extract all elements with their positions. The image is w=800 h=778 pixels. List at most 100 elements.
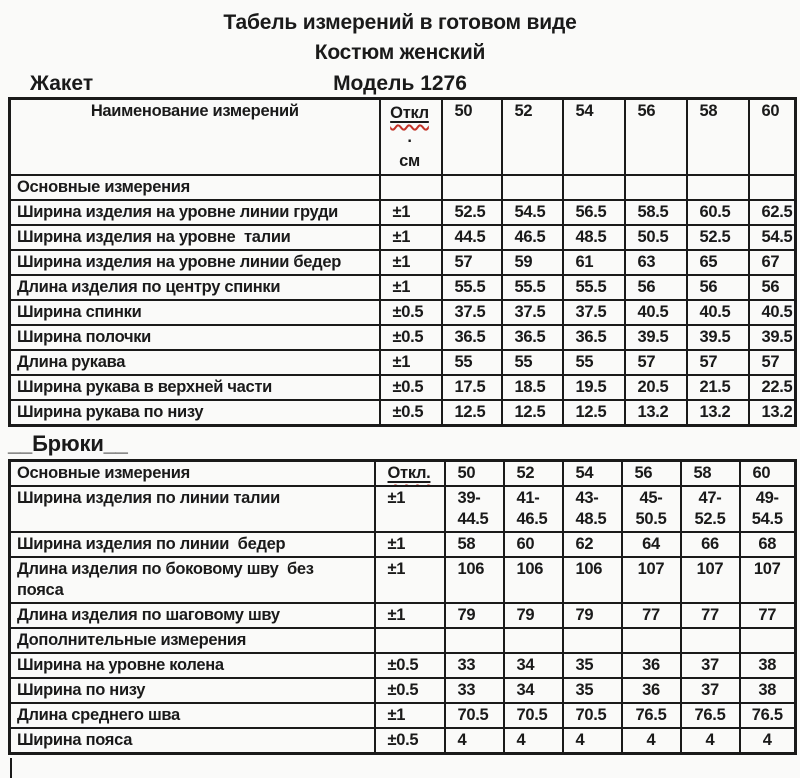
document-header: Табель измерений в готовом виде Костюм ж…: [0, 0, 800, 97]
value-cell: 12.5: [500, 399, 564, 427]
value-cell: 39- 44.5: [443, 485, 505, 533]
size-header-cell: 54: [561, 459, 623, 487]
row-label-cell: Ширина пояса: [8, 727, 376, 755]
value-cell: [500, 174, 564, 201]
size-header-cell: 58: [685, 97, 750, 176]
value-cell: [679, 627, 741, 654]
value-cell: 55.5: [500, 274, 564, 301]
value-cell: 60: [502, 531, 564, 558]
row-label-cell: Ширина изделия на уровне линии бедер: [8, 249, 381, 276]
value-cell: 57: [623, 349, 688, 376]
value-cell: 45- 50.5: [620, 485, 682, 533]
deviation-cell: ±0.5: [378, 399, 443, 427]
value-cell: 79: [561, 602, 623, 629]
value-cell: 44.5: [440, 224, 503, 251]
value-cell: 70.5: [561, 702, 623, 729]
spellcheck-squiggle: Откл: [390, 104, 429, 122]
size-header-cell: 56: [620, 459, 682, 487]
value-cell: 13.2: [685, 399, 750, 427]
row-label-cell: Ширина изделия по линии бедер: [8, 531, 376, 558]
value-cell: 77: [738, 602, 797, 629]
row-label-cell: Длина изделия по центру спинки: [8, 274, 381, 301]
value-cell: [738, 627, 797, 654]
row-label-cell: Основные измерения: [8, 174, 381, 201]
table-row: Ширина полочки ±0.5 36.5 36.5 36.5 39.5 39.5 39…: [8, 324, 797, 351]
value-cell: 56: [747, 274, 797, 301]
deviation-header: Откл.: [373, 459, 446, 487]
text-cursor[interactable]: [10, 758, 12, 778]
row-label-cell: Ширина изделия на уровне линии груди: [8, 199, 381, 226]
table-row: Ширина пояса ±0.5 4 4 4 4 4 4: [8, 727, 797, 755]
value-cell: 106: [443, 556, 505, 604]
value-cell: [440, 174, 503, 201]
row-label-cell: Ширина спинки: [8, 299, 381, 326]
row-label-cell: Ширина полочки: [8, 324, 381, 351]
value-cell: 107: [738, 556, 797, 604]
value-cell: 107: [620, 556, 682, 604]
value-cell: 4: [620, 727, 682, 755]
value-cell: 37.5: [500, 299, 564, 326]
value-cell: 37.5: [561, 299, 626, 326]
value-cell: 36: [620, 652, 682, 679]
value-cell: 4: [502, 727, 564, 755]
value-cell: 58: [443, 531, 505, 558]
trousers-table-body: Ширина изделия по линии талии ±1 39- 44.5 4…: [8, 485, 797, 755]
value-cell: 41- 46.5: [502, 485, 564, 533]
value-cell: 76.5: [738, 702, 797, 729]
trousers-section-label: __Брюки__: [8, 431, 128, 456]
row-label-cell: Ширина на уровне колена: [8, 652, 376, 679]
value-cell: 36.5: [500, 324, 564, 351]
value-cell: [685, 174, 750, 201]
value-cell: 19.5: [561, 374, 626, 401]
deviation-cell: ±1: [378, 224, 443, 251]
row-label-cell: Дополнительные измерения: [8, 627, 376, 654]
value-cell: 67: [747, 249, 797, 276]
table-row: Ширина рукава по низу ±0.5 12.5 12.5 12.5 13.…: [8, 399, 797, 427]
deviation-abbrev-underlined: Откл: [390, 104, 429, 122]
value-cell: 52.5: [440, 199, 503, 226]
value-cell: 106: [561, 556, 623, 604]
value-cell: [443, 627, 505, 654]
value-cell: 66: [679, 531, 741, 558]
value-cell: 37: [679, 677, 741, 704]
size-header-cell: 50: [443, 459, 505, 487]
row-label-cell: Ширина по низу: [8, 677, 376, 704]
model-label: Модель 1276: [333, 72, 467, 95]
deviation-cell: ±0.5: [373, 727, 446, 755]
value-cell: [747, 174, 797, 201]
value-cell: 13.2: [747, 399, 797, 427]
value-cell: 61: [561, 249, 626, 276]
table-row: Ширина изделия на уровне линии бедер ±1 57…: [8, 249, 797, 276]
value-cell: 12.5: [440, 399, 503, 427]
value-cell: 56: [685, 274, 750, 301]
value-cell: 49- 54.5: [738, 485, 797, 533]
deviation-cell: ±1: [378, 274, 443, 301]
value-cell: 12.5: [561, 399, 626, 427]
value-cell: 62: [561, 531, 623, 558]
value-cell: 63: [623, 249, 688, 276]
value-cell: 38: [738, 677, 797, 704]
value-cell: 34: [502, 677, 564, 704]
value-cell: 54.5: [747, 224, 797, 251]
value-cell: 35: [561, 652, 623, 679]
row-label-cell: Длина изделия по шаговому шву: [8, 602, 376, 629]
value-cell: 22.5: [747, 374, 797, 401]
value-cell: 56: [623, 274, 688, 301]
table-row: Ширина по низу ±0.5 33 34 35 36 37 38: [8, 677, 797, 704]
value-cell: 52.5: [685, 224, 750, 251]
table-row: Ширина изделия по линии бедер ±1 58 60 62 64 6…: [8, 531, 797, 558]
jacket-table-body: Основные измерения Ширина изделия на уров…: [8, 174, 797, 427]
row-label-cell: Длина среднего шва: [8, 702, 376, 729]
deviation-cell: [373, 627, 446, 654]
value-cell: 55: [561, 349, 626, 376]
value-cell: 40.5: [747, 299, 797, 326]
value-cell: 33: [443, 677, 505, 704]
value-cell: 33: [443, 652, 505, 679]
deviation-cell: ±1: [373, 531, 446, 558]
deviation-cell: ±0.5: [378, 324, 443, 351]
value-cell: 36.5: [440, 324, 503, 351]
value-cell: 59: [500, 249, 564, 276]
value-cell: 4: [679, 727, 741, 755]
value-cell: 76.5: [620, 702, 682, 729]
